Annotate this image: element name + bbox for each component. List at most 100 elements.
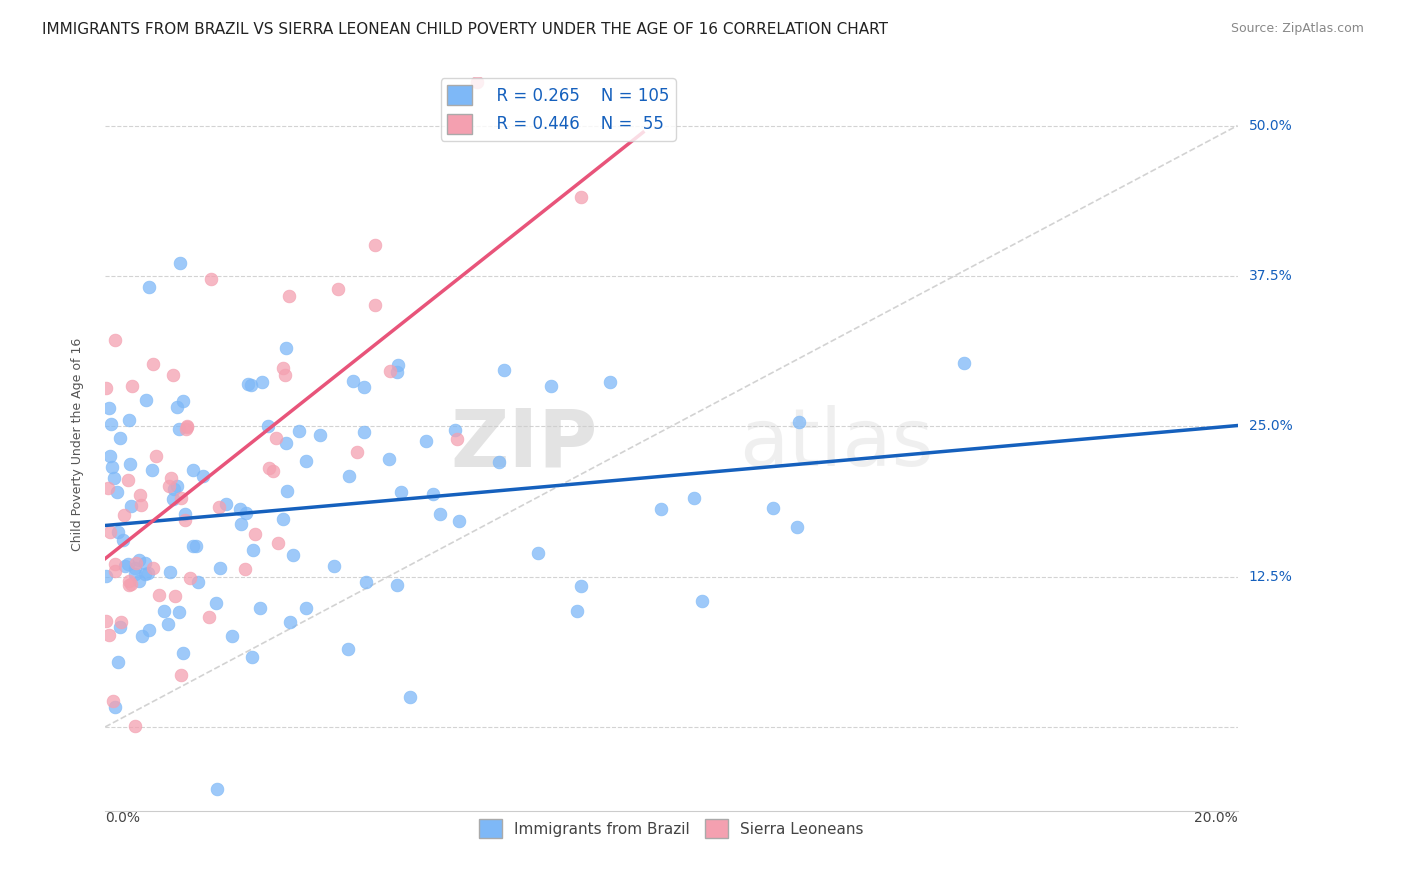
Point (176, 419, 198, 434)
Text: IMMIGRANTS FROM BRAZIL VS SIERRA LEONEAN CHILD POVERTY UNDER THE AGE OF 16 CORRE: IMMIGRANTS FROM BRAZIL VS SIERRA LEONEAN… (42, 22, 889, 37)
Point (172, 646, 194, 660)
Point (121, 379, 143, 393)
Point (650, 501, 672, 516)
Point (181, 540, 204, 554)
Point (309, 428, 332, 442)
Point (465, 74, 488, 88)
Point (264, 431, 287, 445)
Point (124, 567, 146, 582)
Point (233, 562, 256, 576)
Point (281, 548, 304, 562)
Point (422, 487, 444, 501)
Text: 37.5%: 37.5% (1249, 268, 1292, 283)
Point (249, 600, 271, 615)
Point (103, 694, 125, 708)
Point (138, 623, 160, 637)
Point (117, 557, 139, 571)
Point (94, 615, 117, 629)
Point (238, 376, 260, 391)
Point (235, 506, 257, 520)
Point (690, 594, 713, 608)
Point (98, 628, 121, 642)
Point (273, 368, 295, 382)
Point (136, 566, 159, 581)
Point (129, 498, 152, 512)
Point (157, 479, 180, 493)
Point (98, 450, 121, 464)
Point (208, 500, 231, 515)
Point (229, 502, 252, 516)
Point (762, 501, 785, 516)
Point (274, 341, 297, 355)
Point (162, 492, 184, 507)
Point (135, 393, 157, 408)
Point (200, 272, 222, 286)
Point (280, 615, 302, 629)
Point (526, 546, 548, 560)
Point (128, 574, 150, 588)
Point (683, 491, 706, 505)
Point (446, 433, 468, 447)
Point (166, 479, 188, 493)
Point (271, 361, 294, 376)
Point (160, 471, 183, 485)
Point (287, 424, 309, 438)
Point (118, 574, 141, 589)
Point (389, 484, 412, 499)
Point (104, 565, 127, 579)
Point (346, 445, 368, 459)
Point (187, 575, 209, 590)
Point (110, 432, 132, 446)
Point (271, 512, 294, 526)
Point (118, 413, 141, 427)
Point (257, 419, 280, 434)
Point (101, 460, 124, 475)
Point (156, 617, 179, 632)
Point (100, 417, 122, 431)
Point (167, 422, 190, 436)
Point (170, 491, 193, 505)
Point (124, 719, 146, 733)
Point (173, 508, 195, 522)
Point (170, 667, 193, 681)
Point (159, 565, 181, 579)
Point (322, 559, 344, 574)
Point (565, 605, 588, 619)
Point (363, 237, 385, 252)
Point (173, 513, 195, 527)
Legend: Immigrants from Brazil, Sierra Leoneans: Immigrants from Brazil, Sierra Leoneans (472, 813, 870, 844)
Point (443, 423, 465, 437)
Point (786, 519, 808, 533)
Point (176, 422, 198, 436)
Point (131, 629, 153, 643)
Point (97, 481, 120, 495)
Point (163, 589, 186, 603)
Point (569, 579, 592, 593)
Point (953, 356, 976, 370)
Point (262, 464, 284, 478)
Point (276, 483, 298, 498)
Text: 0.0%: 0.0% (105, 811, 141, 825)
Point (342, 375, 364, 389)
Point (120, 500, 142, 514)
Point (240, 649, 263, 664)
Point (242, 543, 264, 558)
Point (429, 507, 451, 521)
Text: 12.5%: 12.5% (1249, 570, 1292, 583)
Point (107, 524, 129, 539)
Point (141, 463, 163, 477)
Point (209, 561, 232, 575)
Point (162, 368, 184, 383)
Point (184, 540, 207, 554)
Point (125, 556, 148, 570)
Text: 50.0%: 50.0% (1249, 119, 1292, 133)
Point (267, 536, 290, 550)
Point (98, 525, 121, 540)
Point (277, 289, 299, 303)
Point (353, 380, 375, 394)
Point (138, 279, 160, 293)
Point (198, 610, 221, 624)
Point (107, 655, 129, 669)
Y-axis label: Child Poverty Under the Age of 16: Child Poverty Under the Age of 16 (72, 338, 84, 551)
Point (387, 358, 409, 372)
